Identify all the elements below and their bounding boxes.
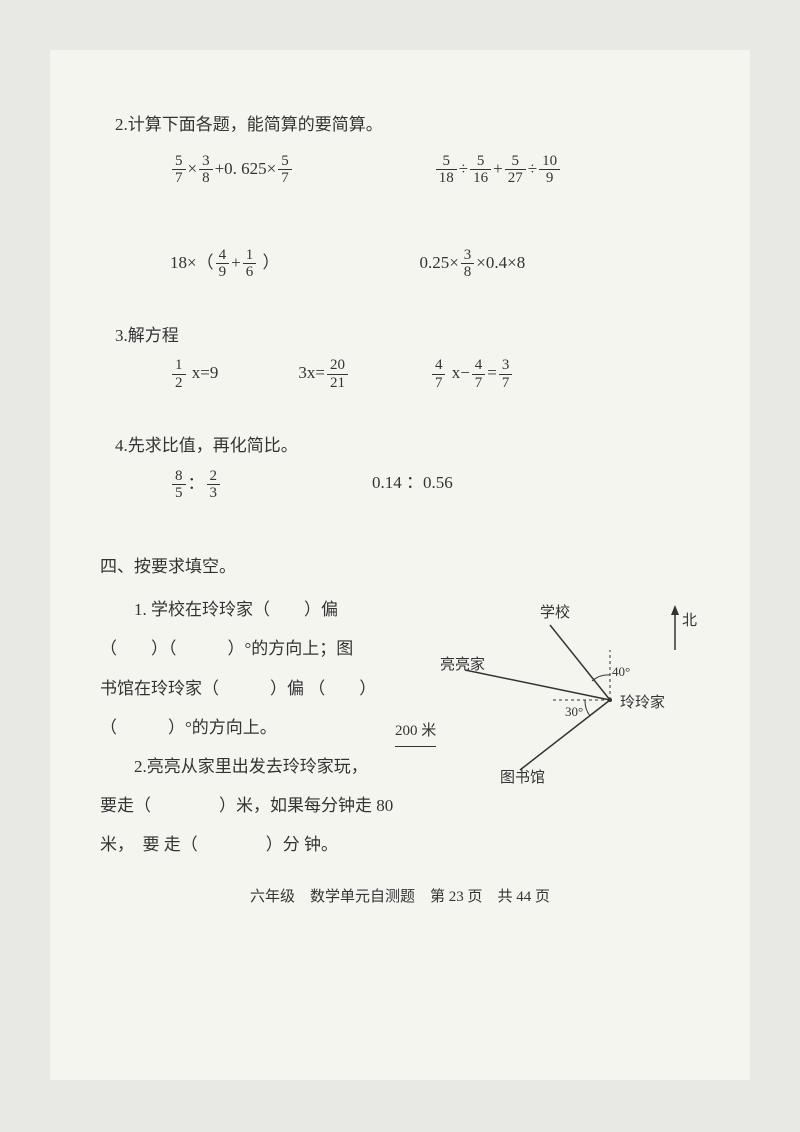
question-4: 4.先求比值，再化简比。 85：23 0.14 ：0.56 [100,431,700,502]
label-scale: 200 米 [395,718,436,747]
label-angle2: 30° [565,700,583,723]
sec4-line3: 书馆在玲玲家（ ）偏 （ ） [100,669,400,708]
page-footer: 六年级 数学单元自测题 第 23 页 共 44 页 [100,884,700,911]
label-lingling: 玲玲家 [620,690,665,717]
sec4-line1: 1. 学校在玲玲家（ ）偏 [100,590,400,629]
sec4-title: 四、按要求填空。 [100,552,700,583]
q2-expr-a: 57×38+0. 625×57 [170,153,294,187]
q2-expr-b: 518÷516+527÷109 [434,153,562,187]
label-north: 北 [682,608,697,635]
q4-expr-b: 0.14 ：0.56 [372,468,453,502]
sec4-line4: （ ）°的方向上。 [100,708,400,747]
page: 2.计算下面各题，能简算的要简算。 57×38+0. 625×57 518÷51… [50,50,750,1080]
q3-expr-c: 47 x−47=37 [430,357,514,391]
label-liangliang: 亮亮家 [440,652,485,679]
label-school: 学校 [540,600,570,627]
direction-diagram: 学校 亮亮家 玲玲家 图书馆 北 40° 30° 200 米 [420,590,700,864]
q3-title: 3.解方程 [115,321,700,352]
question-3: 3.解方程 12 x=9 3x=2021 47 x−47=37 [100,321,700,392]
q3-expr-a: 12 x=9 [170,357,218,391]
sec4-text: 1. 学校在玲玲家（ ）偏 （ ）（ ）°的方向上；图 书馆在玲玲家（ ）偏 （… [100,590,400,864]
q2-expr-c: 18×（49+16 ） [170,247,279,281]
label-library: 图书馆 [500,765,545,792]
q3-expr-b: 3x=2021 [298,357,350,391]
q4-row: 85：23 0.14 ：0.56 [170,468,700,502]
sec4-line2: （ ）（ ）°的方向上；图 [100,629,400,668]
label-angle1: 40° [612,660,630,683]
sec4-body: 1. 学校在玲玲家（ ）偏 （ ）（ ）°的方向上；图 书馆在玲玲家（ ）偏 （… [100,590,700,864]
q2-expr-d: 0.25×38×0.4×8 [419,247,525,281]
question-2: 2.计算下面各题，能简算的要简算。 57×38+0. 625×57 518÷51… [100,110,700,281]
q4-expr-a: 85：23 [170,468,222,502]
sec4-line6: 要走（ ）米，如果每分钟走 80 [100,786,400,825]
q2-title: 2.计算下面各题，能简算的要简算。 [115,110,700,141]
sec4-line7: 米， 要 走（ ）分 钟。 [100,825,400,864]
q4-title: 4.先求比值，再化简比。 [115,431,700,462]
q3-row: 12 x=9 3x=2021 47 x−47=37 [170,357,700,391]
sec4-line5: 2.亮亮从家里出发去玲玲家玩， [100,747,400,786]
section-4: 四、按要求填空。 1. 学校在玲玲家（ ）偏 （ ）（ ）°的方向上；图 书馆在… [100,552,700,864]
q2-row2: 18×（49+16 ） 0.25×38×0.4×8 [170,247,700,281]
q2-row1: 57×38+0. 625×57 518÷516+527÷109 [170,153,700,187]
